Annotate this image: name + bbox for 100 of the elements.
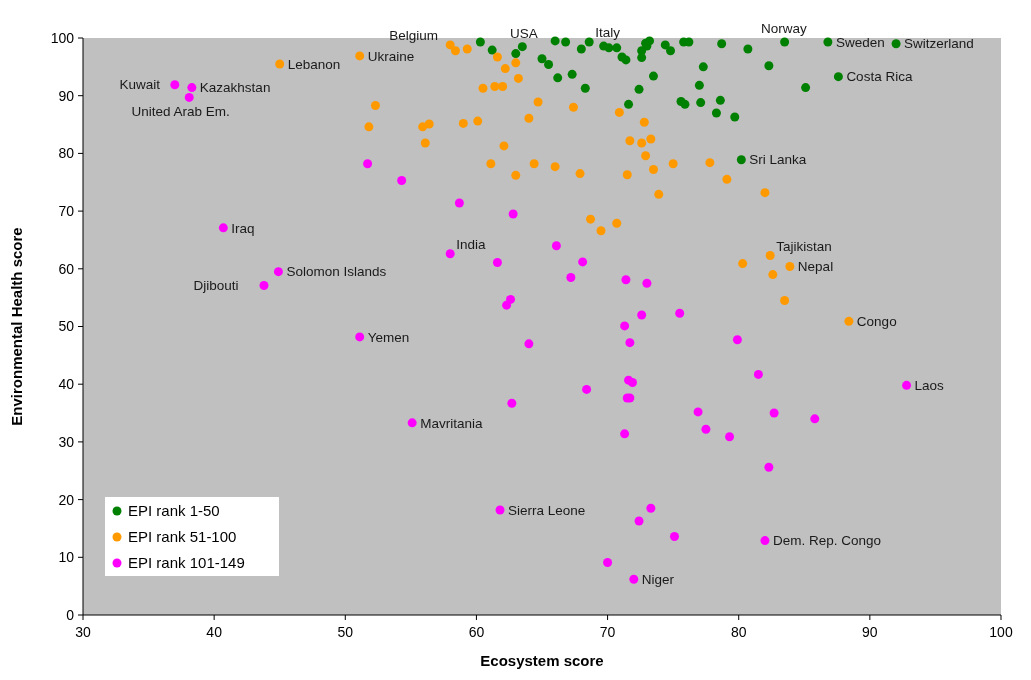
point [586, 214, 596, 224]
point [648, 71, 658, 81]
point [475, 37, 485, 47]
annotation: Costa Rica [846, 69, 913, 85]
point [450, 46, 460, 56]
point [646, 503, 656, 513]
point [418, 122, 428, 132]
point [738, 259, 748, 269]
point [698, 62, 708, 72]
point [524, 339, 534, 349]
point [637, 138, 647, 148]
point [642, 278, 652, 288]
point [370, 101, 380, 111]
point [634, 84, 644, 94]
point [753, 369, 763, 379]
point [259, 281, 269, 291]
point [732, 335, 742, 345]
point [561, 37, 571, 47]
x-tick-label: 50 [337, 624, 354, 640]
x-tick-label: 80 [730, 624, 747, 640]
x-tick-label: 40 [206, 624, 223, 640]
point [462, 44, 472, 54]
point [524, 113, 534, 123]
point [576, 44, 586, 54]
point [184, 92, 194, 102]
point [355, 332, 365, 342]
point [445, 249, 455, 259]
point [544, 60, 554, 70]
point [508, 209, 518, 219]
point [578, 257, 588, 267]
point [620, 321, 630, 331]
point [621, 55, 631, 65]
point [517, 42, 527, 52]
legend-label: EPI rank 101-149 [128, 554, 245, 572]
point [498, 81, 508, 91]
point [273, 267, 283, 277]
point [492, 257, 502, 267]
point [511, 49, 521, 59]
y-tick-label: 100 [50, 29, 75, 46]
point [582, 384, 592, 394]
point [780, 37, 790, 47]
point [495, 505, 505, 515]
annotation: Solomon Islands [286, 264, 387, 280]
point [502, 300, 512, 310]
point [499, 141, 509, 151]
point [580, 83, 590, 93]
point [458, 118, 468, 128]
annotation: Sri Lanka [749, 152, 807, 168]
annotation: Switzerland [904, 36, 974, 52]
point [891, 39, 901, 49]
point [629, 574, 639, 584]
x-tick-label: 30 [75, 624, 91, 640]
legend-label: EPI rank 51-100 [128, 528, 237, 546]
x-tick-label: 100 [989, 624, 1013, 640]
point [621, 275, 631, 285]
point [625, 338, 635, 348]
y-tick-label: 20 [58, 491, 75, 508]
point [634, 516, 644, 526]
point [553, 73, 563, 83]
annotation: Mavritania [420, 415, 483, 431]
point [765, 251, 775, 261]
point [492, 52, 502, 62]
x-tick-label: 60 [468, 624, 485, 640]
point [550, 36, 560, 46]
annotation: USA [509, 25, 538, 41]
point [768, 270, 778, 280]
point [490, 81, 500, 91]
point [696, 98, 706, 108]
point [486, 159, 496, 169]
annotation: Niger [641, 571, 675, 587]
point [596, 226, 606, 236]
point [641, 151, 651, 161]
point [668, 159, 678, 169]
point [705, 158, 715, 168]
point [622, 170, 632, 180]
point [612, 43, 622, 53]
point [473, 116, 483, 126]
point [666, 46, 676, 56]
point [445, 40, 455, 50]
annotation: Iraq [231, 220, 255, 236]
point [454, 198, 464, 208]
point [823, 37, 833, 47]
point [487, 45, 497, 55]
point [551, 241, 561, 251]
point [407, 418, 417, 428]
annotation: Congo [856, 314, 897, 330]
point [715, 95, 725, 105]
annotation: Lebanon [287, 56, 341, 72]
annotation: Belgium [389, 28, 439, 44]
point [500, 64, 510, 74]
y-tick-label: 10 [58, 549, 75, 566]
y-tick-label: 50 [58, 318, 75, 335]
point [693, 407, 703, 417]
annotation: Nepal [797, 259, 834, 275]
annotation: Kuwait [119, 77, 161, 93]
legend-label: EPI rank 1-50 [128, 502, 220, 520]
point [478, 83, 488, 93]
point [537, 54, 547, 64]
y-tick-label: 60 [58, 260, 75, 277]
point [725, 432, 735, 442]
